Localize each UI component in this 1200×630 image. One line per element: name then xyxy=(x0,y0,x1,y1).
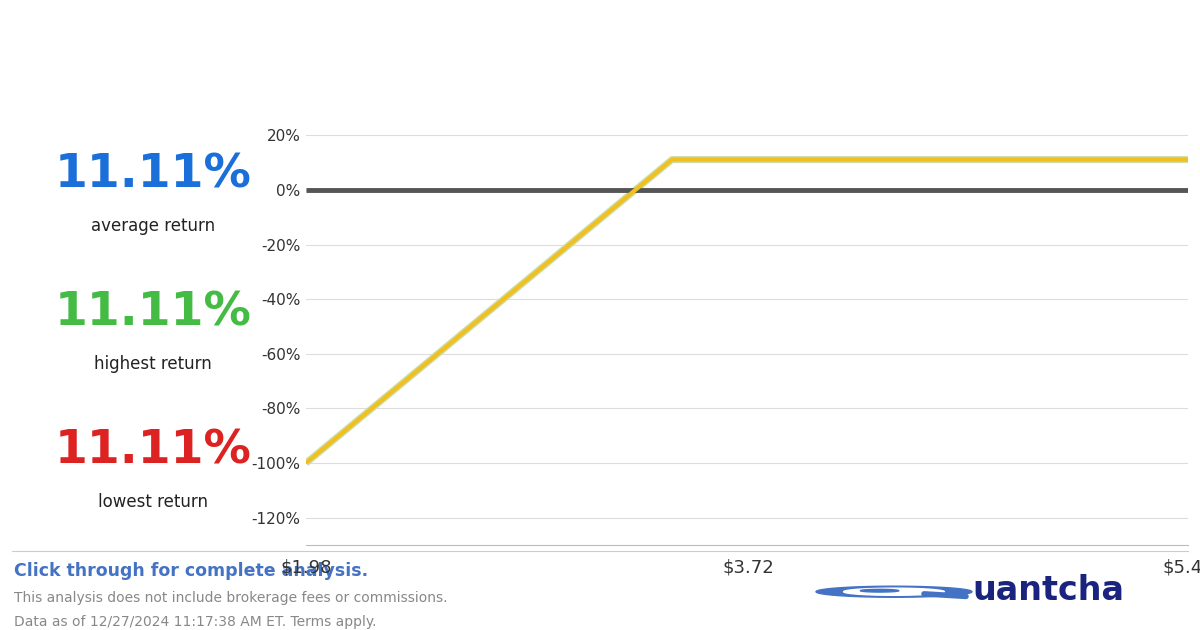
Text: 11.11%: 11.11% xyxy=(54,290,252,335)
Text: 11.11%: 11.11% xyxy=(54,152,252,197)
Text: Data as of 12/27/2024 11:17:38 AM ET. Terms apply.: Data as of 12/27/2024 11:17:38 AM ET. Te… xyxy=(14,615,377,629)
Text: uantcha: uantcha xyxy=(972,575,1124,607)
Text: This analysis does not include brokerage fees or commissions.: This analysis does not include brokerage… xyxy=(14,591,448,605)
Text: lowest return: lowest return xyxy=(98,493,208,511)
Text: Bull Call Spread analysis for $3.42-$5.39 model on 21-Feb-2025: Bull Call Spread analysis for $3.42-$5.3… xyxy=(14,59,608,82)
Text: Click through for complete analysis.: Click through for complete analysis. xyxy=(14,562,368,580)
Text: average return: average return xyxy=(91,217,215,235)
Polygon shape xyxy=(844,588,944,595)
Polygon shape xyxy=(860,589,899,592)
Polygon shape xyxy=(816,586,972,597)
Text: CHIMERIX INC. COMMON STOCK (CMRX): CHIMERIX INC. COMMON STOCK (CMRX) xyxy=(14,25,857,61)
Text: 11.11%: 11.11% xyxy=(54,428,252,473)
Text: highest return: highest return xyxy=(94,355,212,373)
